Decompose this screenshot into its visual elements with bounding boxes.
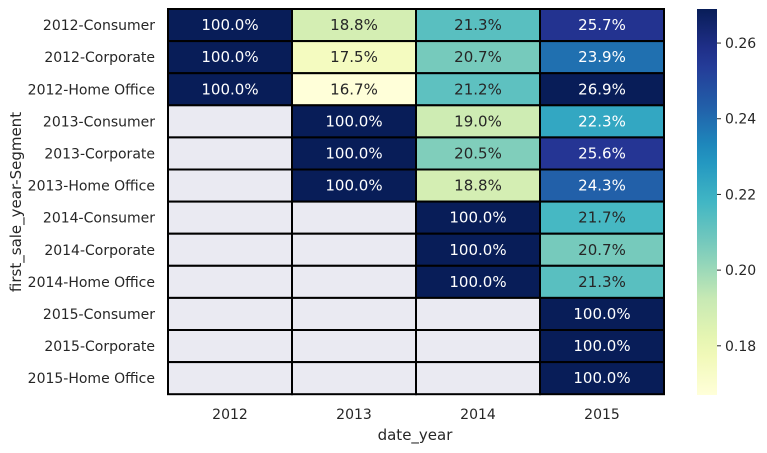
heatmap-cell bbox=[539, 40, 665, 75]
heatmap-cell bbox=[167, 296, 293, 331]
heatmap-cell-label: 100.0% bbox=[573, 337, 630, 355]
heatmap-cell-label: 100.0% bbox=[325, 177, 382, 195]
colorbar-tick-labels: 0.18 0.20 0.22 0.24 0.26 bbox=[717, 36, 756, 355]
colorbar-tick-label: 0.26 bbox=[725, 36, 756, 52]
heatmap-cell bbox=[167, 329, 293, 364]
heatmap-cell-label: 23.9% bbox=[578, 48, 626, 66]
y-tick-label: 2014-Consumer bbox=[43, 211, 155, 227]
heatmap-cell bbox=[291, 296, 417, 331]
colorbar-tick-label: 0.22 bbox=[725, 187, 756, 203]
heatmap-cell-label: 18.8% bbox=[454, 177, 502, 195]
heatmap-cell bbox=[167, 104, 293, 139]
y-tick-label: 2012-Consumer bbox=[43, 18, 155, 34]
heatmap-cell bbox=[415, 329, 541, 364]
heatmap-cell-label: 22.3% bbox=[578, 112, 626, 130]
heatmap-cell-label: 21.3% bbox=[578, 273, 626, 291]
heatmap-cells bbox=[167, 8, 665, 396]
heatmap-cell bbox=[415, 136, 541, 171]
heatmap-cell bbox=[167, 168, 293, 203]
x-tick-label: 2012 bbox=[212, 407, 248, 423]
heatmap-cell bbox=[539, 72, 665, 107]
heatmap-cell bbox=[415, 200, 541, 235]
heatmap-cell-label: 18.8% bbox=[330, 16, 378, 34]
heatmap-annotations: 100.0% 18.8% 21.3% 25.7% 100.0% 17.5% 20.7% 23.… bbox=[201, 16, 630, 387]
y-tick-label: 2012-Home Office bbox=[28, 82, 155, 98]
y-axis-label: first_sale_year-Segment bbox=[7, 112, 26, 292]
heatmap-cell-label: 24.3% bbox=[578, 177, 626, 195]
heatmap-cell-label: 20.7% bbox=[578, 241, 626, 259]
heatmap-cell-label: 25.6% bbox=[578, 144, 626, 162]
heatmap-cell-label: 100.0% bbox=[449, 273, 506, 291]
heatmap-cell bbox=[539, 264, 665, 299]
x-tick-label: 2015 bbox=[584, 407, 620, 423]
heatmap-cell-label: 20.7% bbox=[454, 48, 502, 66]
x-tick-label: 2014 bbox=[460, 407, 496, 423]
y-tick-label: 2015-Corporate bbox=[44, 339, 155, 355]
heatmap-cell-label: 100.0% bbox=[573, 305, 630, 323]
y-tick-label: 2014-Corporate bbox=[44, 243, 155, 259]
heatmap-cell-label: 25.7% bbox=[578, 16, 626, 34]
colorbar-tick-label: 0.24 bbox=[725, 112, 756, 128]
heatmap-cell-label: 100.0% bbox=[449, 241, 506, 259]
heatmap-cell-label: 19.0% bbox=[454, 112, 502, 130]
heatmap-cell bbox=[167, 361, 293, 396]
x-tick-label: 2013 bbox=[336, 407, 372, 423]
y-tick-label: 2013-Consumer bbox=[43, 114, 155, 130]
heatmap-cell bbox=[539, 8, 665, 43]
x-tick-labels: 2012 2013 2014 2015 bbox=[212, 407, 620, 423]
heatmap-cell-label: 16.7% bbox=[330, 80, 378, 98]
heatmap-cell bbox=[539, 104, 665, 139]
heatmap-cell-label: 100.0% bbox=[449, 209, 506, 227]
heatmap-cell bbox=[291, 40, 417, 75]
heatmap-cell-label: 100.0% bbox=[573, 369, 630, 387]
colorbar-gradient bbox=[697, 9, 717, 395]
heatmap-cell-label: 20.5% bbox=[454, 144, 502, 162]
heatmap-cell bbox=[539, 361, 665, 396]
heatmap-cell-label: 100.0% bbox=[201, 16, 258, 34]
heatmap-cell bbox=[291, 168, 417, 203]
heatmap-cell-label: 26.9% bbox=[578, 80, 626, 98]
heatmap-cell bbox=[291, 232, 417, 267]
colorbar bbox=[697, 9, 717, 395]
heatmap-cell bbox=[167, 264, 293, 299]
colorbar-tick-label: 0.20 bbox=[725, 263, 756, 279]
heatmap-cell-label: 100.0% bbox=[325, 112, 382, 130]
heatmap-cell-label: 17.5% bbox=[330, 48, 378, 66]
heatmap-cell bbox=[291, 72, 417, 107]
y-tick-label: 2015-Consumer bbox=[43, 307, 155, 323]
x-axis-label: date_year bbox=[378, 426, 454, 445]
heatmap-cell bbox=[291, 329, 417, 364]
heatmap-cell-label: 100.0% bbox=[201, 48, 258, 66]
heatmap-cell bbox=[291, 104, 417, 139]
heatmap-cell bbox=[415, 168, 541, 203]
heatmap-cell-label: 21.3% bbox=[454, 16, 502, 34]
heatmap-cell bbox=[415, 232, 541, 267]
heatmap-cell bbox=[415, 296, 541, 331]
heatmap-cell bbox=[291, 200, 417, 235]
heatmap-cell-label: 100.0% bbox=[201, 80, 258, 98]
y-tick-label: 2015-Home Office bbox=[28, 371, 155, 387]
heatmap-cell bbox=[415, 361, 541, 396]
heatmap-cell-label: 21.2% bbox=[454, 80, 502, 98]
heatmap-cell bbox=[167, 232, 293, 267]
heatmap-cell bbox=[167, 136, 293, 171]
heatmap-cell bbox=[291, 361, 417, 396]
heatmap-cell-label: 21.7% bbox=[578, 209, 626, 227]
y-tick-label: 2014-Home Office bbox=[28, 275, 155, 291]
y-tick-label: 2013-Corporate bbox=[44, 146, 155, 162]
heatmap-cell-label: 100.0% bbox=[325, 144, 382, 162]
heatmap-cell bbox=[291, 264, 417, 299]
y-tick-label: 2013-Home Office bbox=[28, 179, 155, 195]
heatmap-cell bbox=[167, 200, 293, 235]
heatmap-cell bbox=[539, 136, 665, 171]
heatmap-cell bbox=[539, 168, 665, 203]
y-tick-labels: 2012-Consumer 2012-Corporate 2012-Home Off… bbox=[28, 18, 156, 387]
colorbar-tick-label: 0.18 bbox=[725, 339, 756, 355]
y-tick-label: 2012-Corporate bbox=[44, 50, 155, 66]
